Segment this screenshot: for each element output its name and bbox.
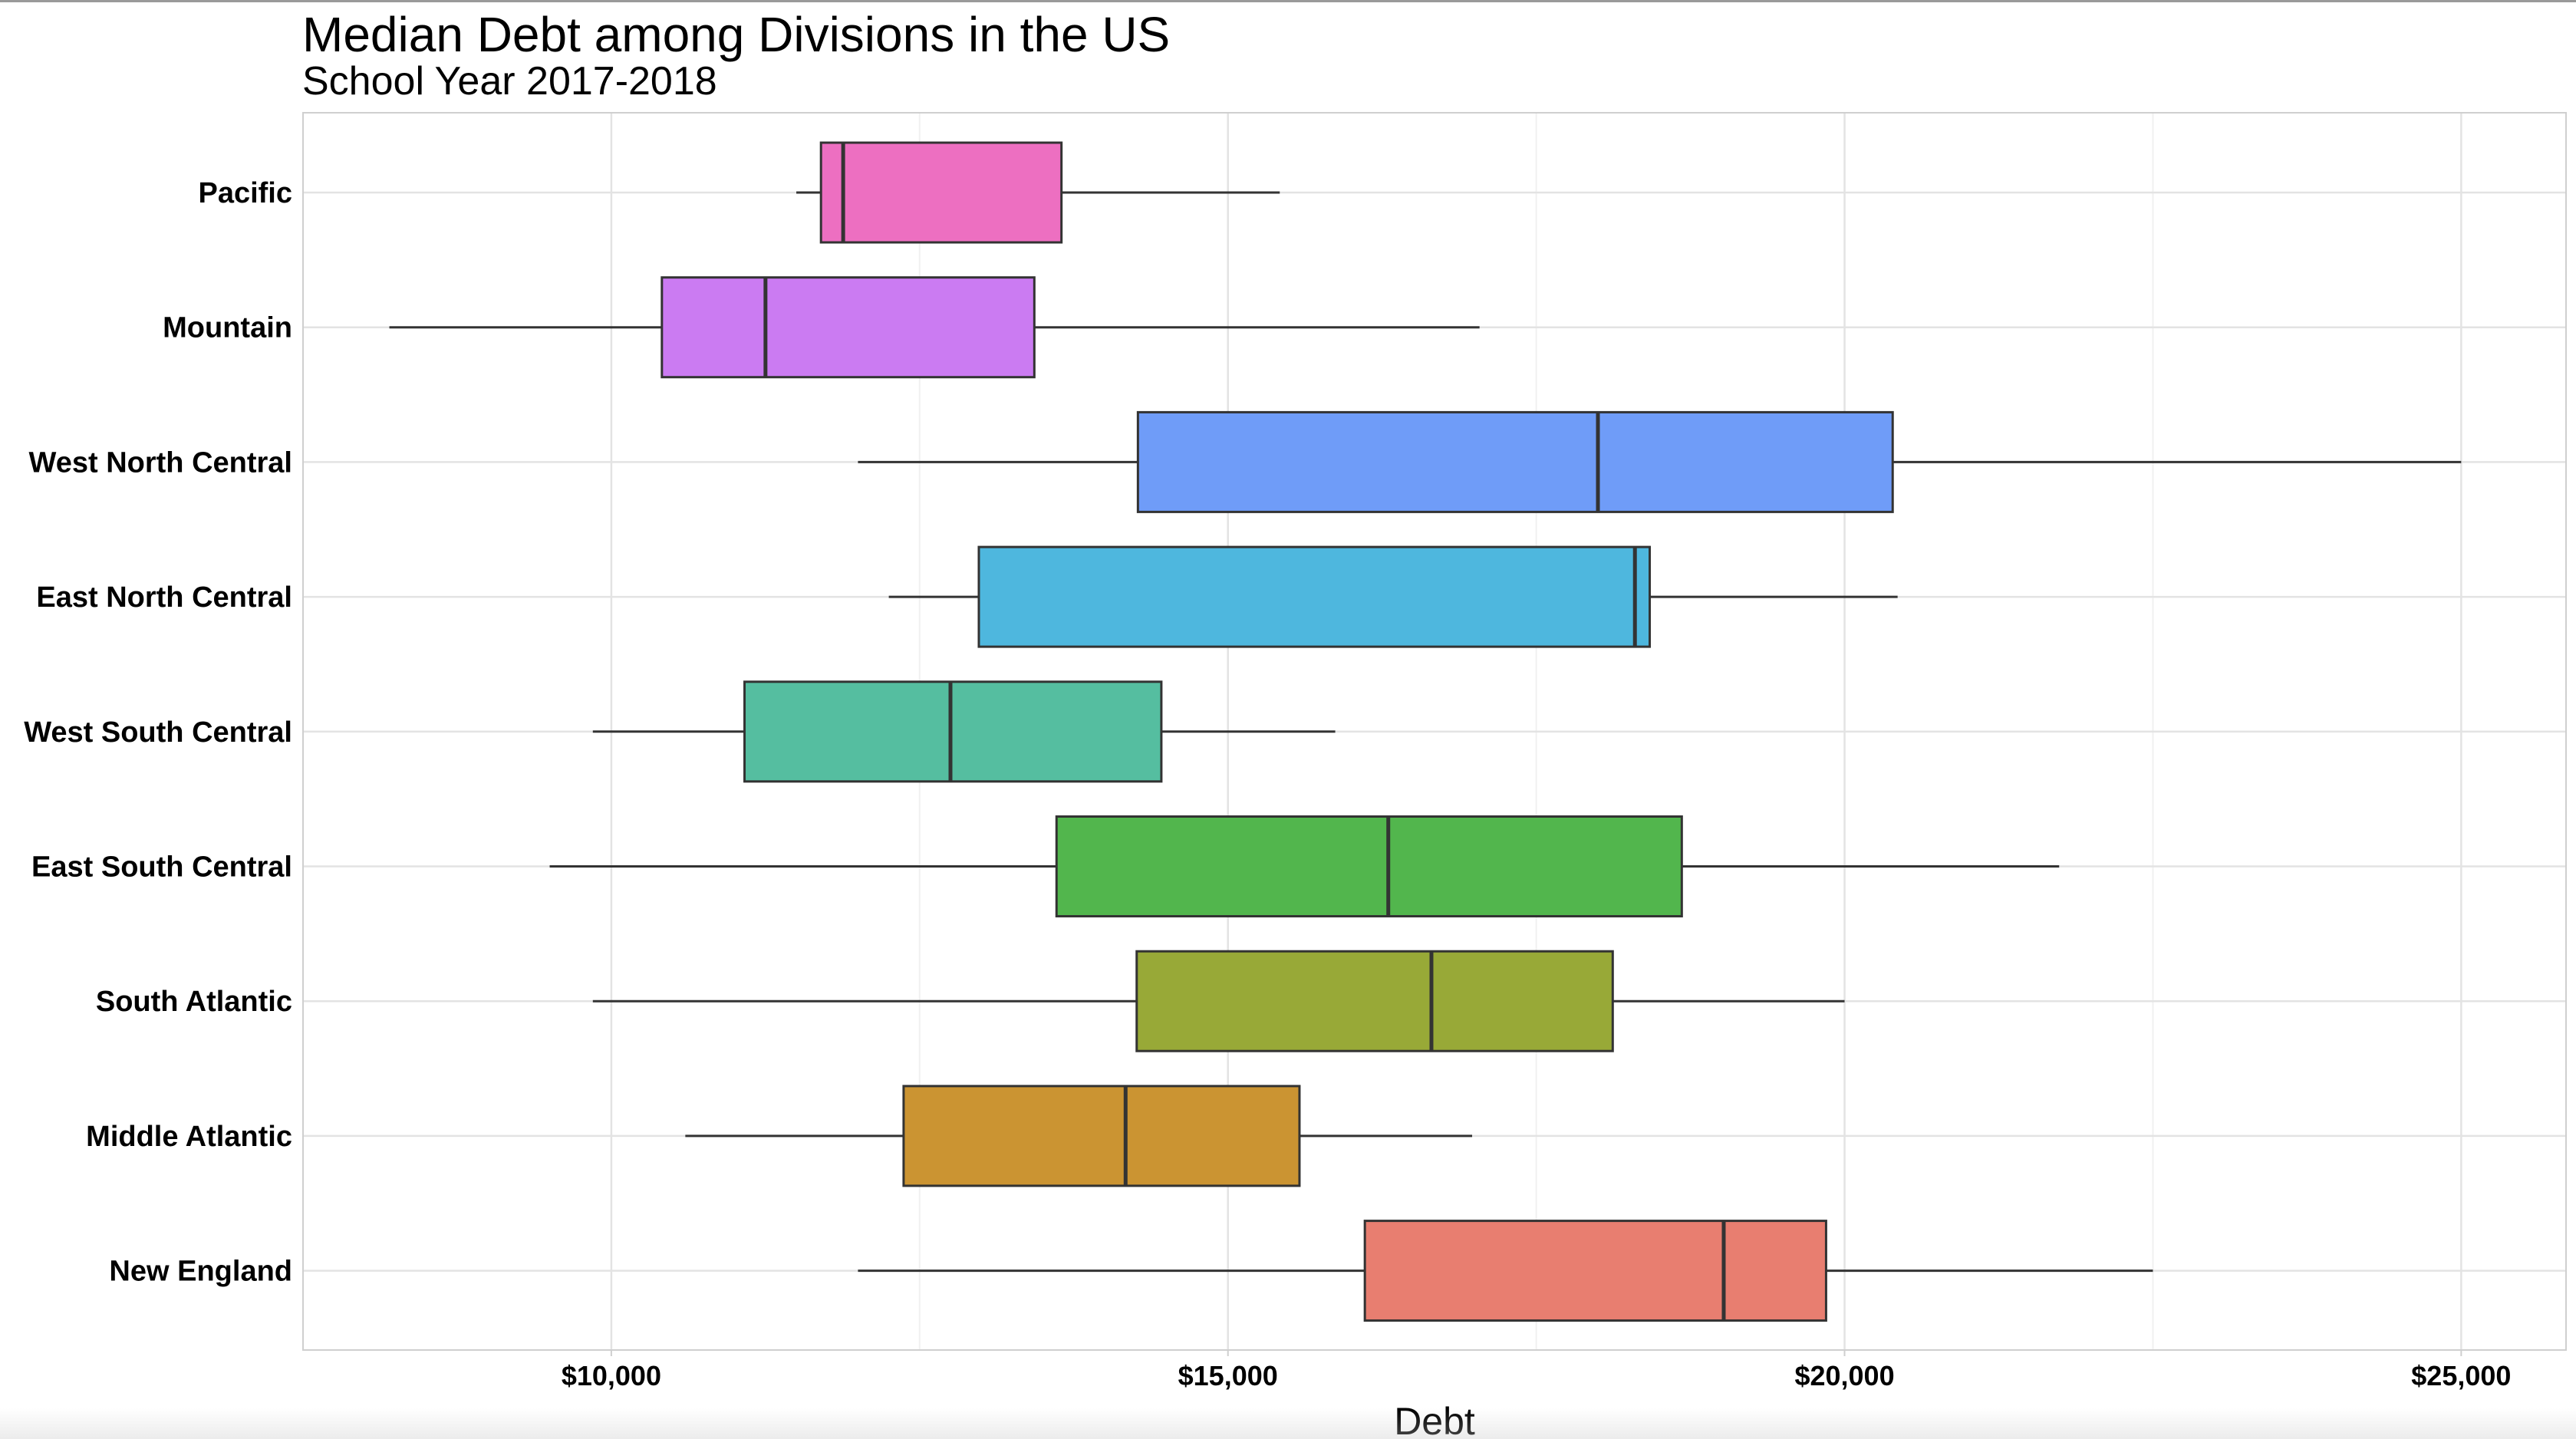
- category-label: Middle Atlantic: [86, 1121, 292, 1153]
- category-label: New England: [109, 1256, 292, 1288]
- category-label: West North Central: [29, 446, 292, 479]
- x-tick-label: $25,000: [2411, 1360, 2511, 1391]
- x-tick-labels: $10,000 $15,000 $20,000 $25,000: [562, 1350, 2511, 1391]
- box-middle-atlantic: [902, 1085, 1301, 1187]
- category-label: Mountain: [163, 312, 292, 344]
- box-west-north-central: [1136, 410, 1894, 513]
- x-axis-title: Debt: [1394, 1400, 1475, 1439]
- box-pacific: [819, 141, 1063, 244]
- top-border: [0, 0, 2576, 2]
- plot-panel-border: [302, 112, 2567, 1351]
- category-label: South Atlantic: [96, 986, 292, 1018]
- category-label: Pacific: [198, 177, 292, 209]
- category-labels: Pacific Mountain West North Central East No…: [24, 177, 292, 1288]
- bottom-shadow: [0, 1408, 2576, 1439]
- boxes: [660, 141, 1894, 1322]
- box-mountain: [660, 276, 1036, 379]
- box-south-atlantic: [1135, 950, 1614, 1052]
- whiskers: [389, 191, 2462, 1273]
- box-east-south-central: [1055, 815, 1683, 917]
- category-label: West South Central: [24, 716, 292, 749]
- box-east-north-central: [977, 545, 1652, 648]
- category-label: East North Central: [36, 581, 292, 614]
- x-tick-label: $15,000: [1178, 1360, 1278, 1391]
- box-new-england: [1363, 1220, 1827, 1322]
- x-tick-label: $10,000: [562, 1360, 661, 1391]
- category-label: East South Central: [31, 851, 292, 884]
- chart-title: Median Debt among Divisions in the US: [302, 7, 1171, 62]
- x-tick-label: $20,000: [1794, 1360, 1894, 1391]
- box-west-south-central: [743, 680, 1163, 783]
- chart-subtitle: School Year 2017-2018: [302, 59, 717, 104]
